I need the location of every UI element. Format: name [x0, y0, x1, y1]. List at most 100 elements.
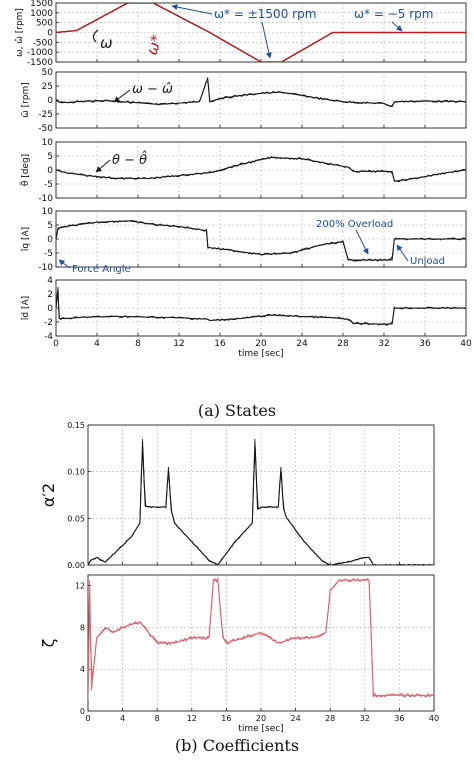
- x-tick-label: 16: [221, 714, 231, 723]
- y-tick-label: 500: [36, 19, 53, 29]
- y-tick-label: 0.00: [67, 561, 85, 570]
- y-tick-label: 8: [80, 623, 85, 632]
- caption-states: (a) States: [197, 401, 277, 420]
- y-tick-label: 0.05: [67, 514, 85, 523]
- y-axis-label-angle_error: θ̃ [deg]: [19, 154, 31, 186]
- arrow-theta-minus-thetahat: [95, 159, 111, 173]
- series-peaks-angle_error: [56, 156, 466, 182]
- y-tick-label: 25: [42, 82, 53, 92]
- y-tick-label: -500: [33, 38, 54, 48]
- annotation-force-angle: Force Angle: [72, 264, 131, 275]
- y-axis-label-speed_error: ω̃ [rpm]: [21, 82, 31, 118]
- y-axis-label-zeta: ζ: [39, 639, 58, 648]
- x-tick-label: 36: [394, 714, 404, 723]
- y-tick-label: 10: [42, 207, 54, 217]
- y-axis-label-id: îd [A]: [21, 296, 31, 321]
- y-tick-label: 1500: [30, 0, 53, 9]
- y-tick-label: 0: [47, 304, 53, 314]
- series-line-speed-omega-star: [56, 3, 466, 62]
- series-line-zeta: [88, 576, 434, 701]
- y-tick-label: -1500: [27, 58, 53, 68]
- arrow-omega-star-1500-down: [261, 21, 272, 59]
- x-tick-label: 36: [419, 339, 431, 349]
- panel-angle_error: 10 5 0 -5 -10 θ̃ [deg]: [19, 138, 467, 204]
- x-tick-label: 4: [120, 714, 125, 723]
- y-tick-label: 10: [42, 138, 54, 148]
- y-tick-label: -2: [44, 318, 53, 328]
- x-tick-label: 0: [53, 339, 59, 349]
- y-tick-label: -10: [38, 263, 53, 273]
- x-tick-label: 0: [85, 714, 90, 723]
- arrow-omega-star-1500-left: [171, 4, 213, 15]
- y-tick-label: 5: [47, 152, 53, 162]
- annotation-omega-star-1500: ω* = ±1500 rpm: [214, 7, 316, 21]
- panel-speed_error: 50 25 0 -25 -50 ω̃ [rpm]: [21, 68, 467, 134]
- x-tick-label: 8: [155, 714, 160, 723]
- x-tick-label: 40: [460, 339, 472, 349]
- y-tick-label: -10: [38, 194, 53, 204]
- y-tick-label: 2: [47, 290, 53, 300]
- x-tick-label: 24: [291, 714, 301, 723]
- x-tick-label: 12: [173, 339, 184, 349]
- arrow-omega-star-5: [391, 21, 403, 32]
- y-tick-label: 4: [80, 665, 85, 674]
- label-omega-star-red: ω*: [143, 32, 166, 57]
- y-tick-label: 12: [75, 581, 85, 590]
- y-tick-label: -5: [44, 249, 53, 259]
- arrow-force-angle: [58, 259, 71, 269]
- series-peaks-id: [56, 286, 466, 325]
- x-tick-label: 32: [378, 339, 389, 349]
- caption-coefficients: (b) Coefficients: [174, 736, 300, 755]
- curl-omega: [92, 29, 99, 43]
- y-tick-label: 0: [47, 29, 53, 39]
- y-tick-label: -4: [44, 332, 53, 342]
- x-tick-label: 40: [429, 714, 439, 723]
- y-tick-label: 0: [47, 96, 53, 106]
- x-tick-label: 4: [94, 339, 100, 349]
- y-tick-label: 0: [47, 235, 53, 245]
- y-tick-label: -1000: [27, 48, 53, 58]
- x-tick-label: 8: [135, 339, 141, 349]
- x-tick-label: 16: [214, 339, 226, 349]
- panel-iq: 10 5 0 -5 -10 îq [A]: [21, 207, 467, 273]
- y-tick-label: 5: [47, 221, 53, 231]
- y-tick-label: -50: [38, 124, 53, 134]
- annotation-theta-minus-thetahat: θ − θ̂: [112, 151, 147, 168]
- y-tick-label: 0: [47, 166, 53, 176]
- y-tick-label: 0: [80, 707, 85, 716]
- y-tick-label: -5: [44, 180, 53, 190]
- series-peaks-zeta: [88, 579, 434, 701]
- arrow-overload: [355, 229, 369, 255]
- x-tick-label: 20: [255, 339, 267, 349]
- y-tick-label: 0.10: [67, 468, 85, 477]
- arrow-omega-minus-omegahat: [113, 89, 131, 103]
- y-axis-label-iq: îq [A]: [21, 227, 31, 252]
- y-tick-label: 50: [42, 68, 54, 78]
- x-axis-label: time [sec]: [238, 349, 283, 359]
- x-tick-label: 12: [187, 714, 197, 723]
- series-peaks-alpha2: [88, 438, 434, 565]
- panel-alpha2: 0.15 0.10 0.05 0.00 α′2: [39, 421, 435, 570]
- series-peaks-speed_error: [56, 77, 466, 108]
- x-tick-label: 28: [337, 339, 349, 349]
- y-tick-label: 0.15: [67, 421, 85, 430]
- y-tick-label: 1000: [30, 9, 53, 19]
- x-axis-label: time [sec]: [238, 724, 283, 734]
- x-tick-label: 28: [325, 714, 335, 723]
- x-tick-label: 20: [256, 714, 266, 723]
- x-tick-label: 32: [360, 714, 370, 723]
- y-tick-label: 4: [47, 276, 53, 286]
- arrow-unload: [396, 244, 409, 262]
- y-axis-label-speed: ω, ω̂ [rpm]: [14, 8, 25, 57]
- annotation-omega-star-5: ω* = −5 rpm: [354, 7, 433, 21]
- annotations-layer: ω* = ±1500 rpm ω* = −5 rpm ω ω* ω − ω̂ θ…: [58, 4, 445, 275]
- annotation-omega-minus-omegahat: ω − ω̂: [132, 82, 173, 97]
- y-tick-label: -25: [38, 110, 53, 120]
- y-axis-label-alpha2: α′2: [39, 483, 58, 507]
- series-peaks-iq: [56, 220, 466, 261]
